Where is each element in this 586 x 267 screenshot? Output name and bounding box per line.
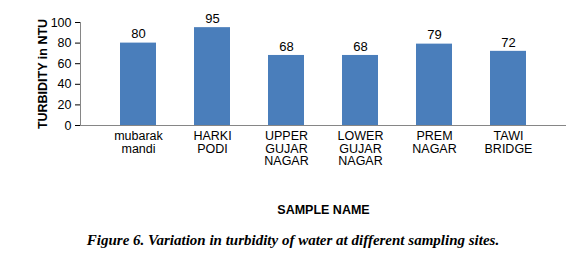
svg-text:79: 79 bbox=[427, 27, 441, 42]
svg-text:100: 100 bbox=[51, 16, 72, 30]
svg-text:95: 95 bbox=[205, 11, 219, 26]
svg-text:PREMNAGAR: PREMNAGAR bbox=[412, 129, 456, 156]
svg-text:20: 20 bbox=[58, 98, 72, 112]
svg-text:72: 72 bbox=[501, 35, 515, 50]
svg-text:80: 80 bbox=[131, 26, 145, 41]
svg-text:80: 80 bbox=[58, 36, 72, 50]
svg-text:LOWERGUJARNAGAR: LOWERGUJARNAGAR bbox=[338, 129, 384, 168]
svg-text:TURBIDITY in NTU: TURBIDITY in NTU bbox=[36, 19, 50, 129]
svg-text:0: 0 bbox=[65, 119, 72, 133]
svg-text:40: 40 bbox=[58, 77, 72, 91]
html-text:Figure 6. Variation in turbidi: Figure 6. Variation in turbidity of wate… bbox=[86, 232, 500, 248]
svg-text:mubarakmandi: mubarakmandi bbox=[114, 129, 163, 156]
svg-text:TAWIBRIDGE: TAWIBRIDGE bbox=[485, 129, 533, 156]
svg-text:68: 68 bbox=[353, 39, 367, 54]
svg-text:UPPERGUJARNAGAR: UPPERGUJARNAGAR bbox=[264, 129, 308, 168]
svg-text:SAMPLE NAME: SAMPLE NAME bbox=[277, 203, 369, 217]
svg-text:60: 60 bbox=[58, 57, 72, 71]
svg-text:HARKIPODI: HARKIPODI bbox=[193, 129, 231, 156]
svg-text:68: 68 bbox=[279, 39, 293, 54]
